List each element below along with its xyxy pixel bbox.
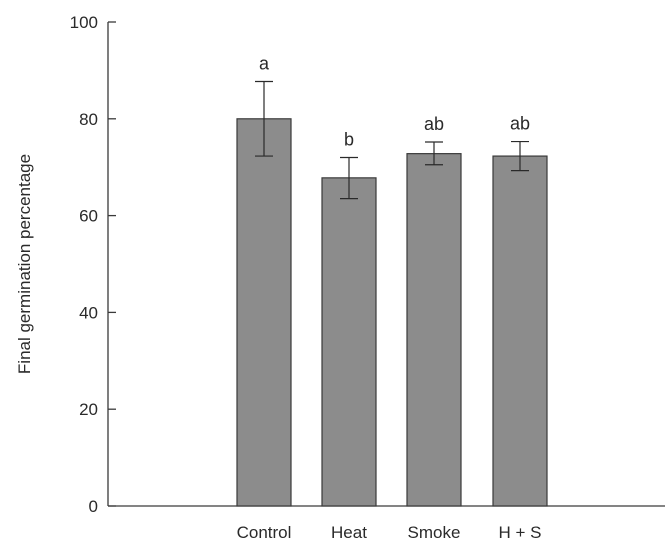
y-tick-label: 0 bbox=[89, 497, 98, 516]
y-ticks: 0 20 40 60 80 100 bbox=[70, 13, 116, 516]
x-tick-label: Control bbox=[237, 523, 292, 542]
significance-letter: ab bbox=[510, 114, 530, 134]
significance-letter: a bbox=[259, 54, 270, 74]
significance-letter: ab bbox=[424, 114, 444, 134]
x-tick-labels: Control Heat Smoke H + S bbox=[237, 523, 542, 542]
y-tick-label: 40 bbox=[79, 303, 98, 322]
bar bbox=[236, 118, 292, 507]
bar bbox=[492, 155, 548, 507]
error-bars bbox=[255, 80, 529, 200]
bar bbox=[406, 153, 462, 507]
y-tick-label: 60 bbox=[79, 207, 98, 226]
axes bbox=[107, 22, 665, 507]
bar bbox=[321, 177, 377, 507]
significance-letter: b bbox=[344, 130, 354, 150]
x-tick-label: Heat bbox=[331, 523, 367, 542]
x-tick-label: H + S bbox=[499, 523, 542, 542]
x-tick-label: Smoke bbox=[408, 523, 461, 542]
y-tick-label: 100 bbox=[70, 13, 98, 32]
bars bbox=[236, 118, 548, 507]
y-tick-label: 20 bbox=[79, 400, 98, 419]
y-tick-label: 80 bbox=[79, 110, 98, 129]
y-axis-title: Final germination percentage bbox=[15, 154, 34, 374]
